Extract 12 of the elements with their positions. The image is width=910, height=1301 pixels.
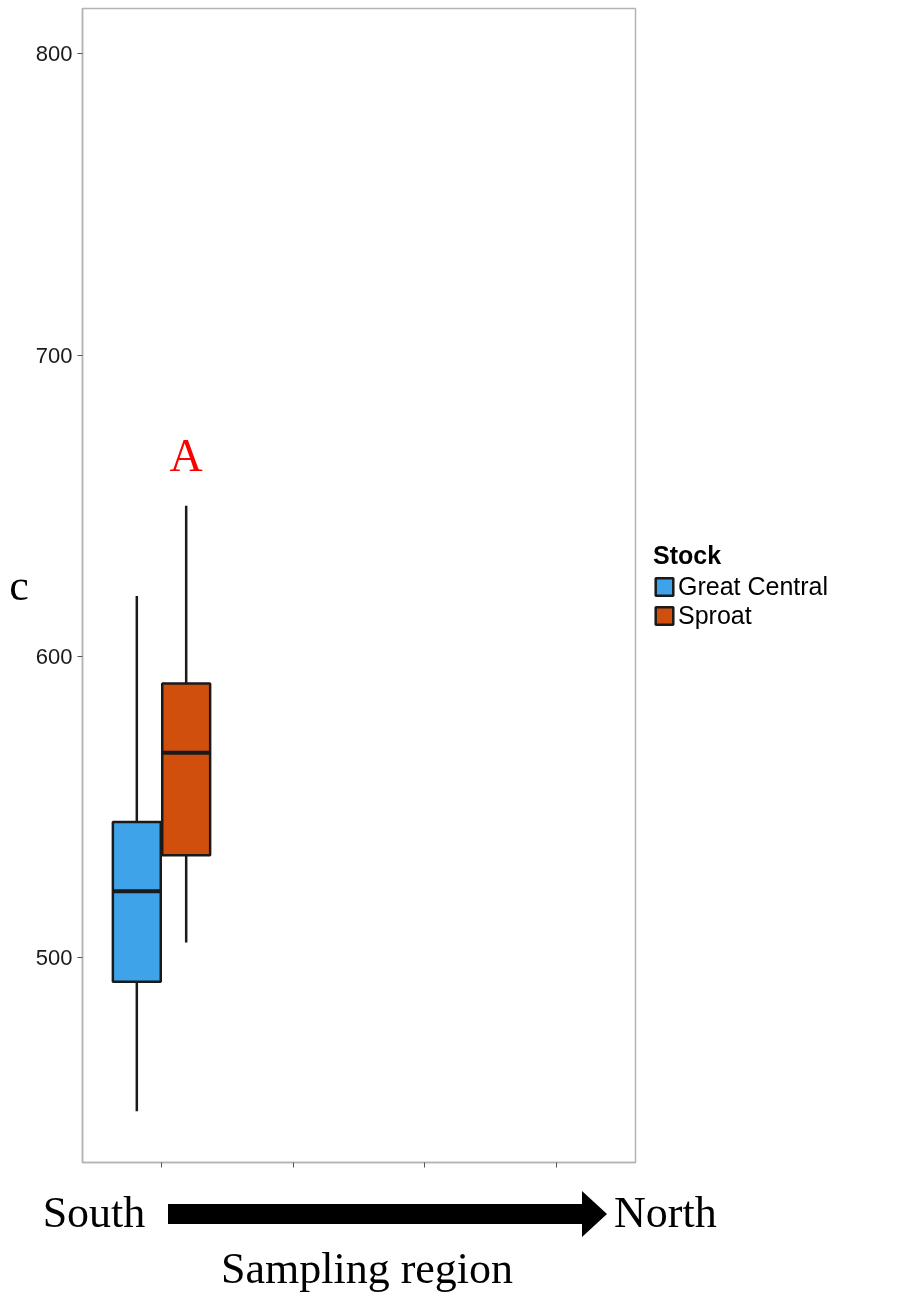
y-tick-label: 800 [35, 41, 73, 67]
legend-label: Sproat [678, 600, 752, 630]
y-axis-title: c [9, 561, 29, 610]
text: North [614, 1187, 717, 1237]
legend-title: Stock [653, 540, 723, 570]
y-tick-label: 700 [35, 342, 73, 368]
y-tick-label: 500 [35, 945, 73, 971]
x-axis-title: Sampling region [220, 1243, 514, 1293]
annotation: A [169, 430, 203, 482]
y-tick-label: 600 [35, 643, 73, 669]
text: South [42, 1187, 146, 1237]
legend-label: Great Central [678, 571, 829, 601]
